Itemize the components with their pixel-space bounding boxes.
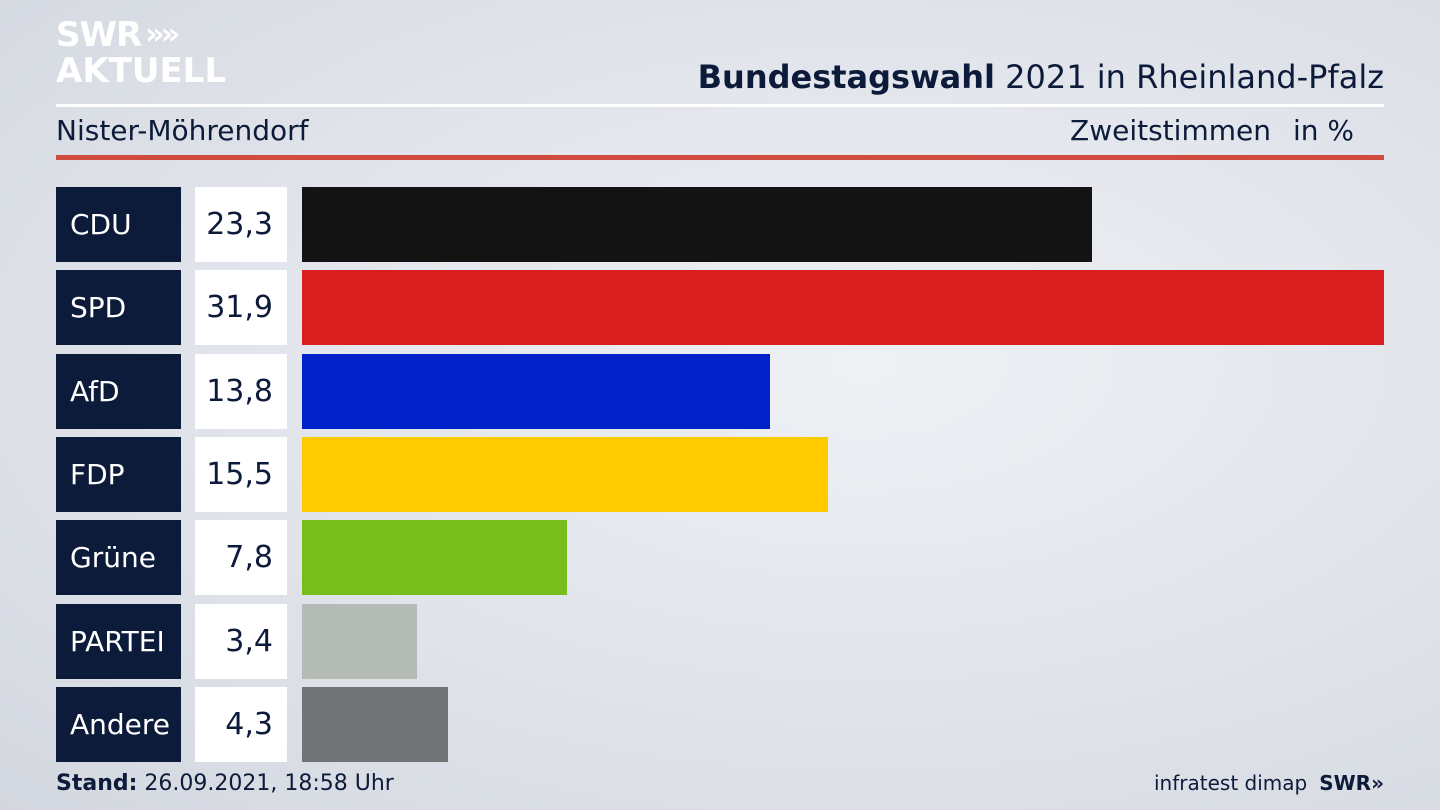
value-label: 3,4: [195, 604, 287, 679]
party-label: FDP: [56, 437, 181, 512]
party-label: AfD: [56, 354, 181, 429]
source-credit: infratest dimap SWR»: [1154, 771, 1384, 795]
region-name: Nister-Möhrendorf: [56, 114, 309, 147]
bar: [302, 270, 1384, 345]
bar: [302, 520, 567, 595]
party-label: Andere: [56, 687, 181, 762]
stand-value: 26.09.2021, 18:58 Uhr: [144, 771, 394, 796]
value-label: 23,3: [195, 187, 287, 262]
logo-chevron-icon-2: »: [160, 17, 181, 52]
accent-divider: [56, 155, 1384, 160]
logo-chevron-icon: »: [145, 17, 165, 52]
header-divider: [56, 104, 1384, 107]
timestamp: Stand: 26.09.2021, 18:58 Uhr: [56, 771, 394, 796]
bar: [302, 354, 770, 429]
party-label: PARTEI: [56, 604, 181, 679]
measure-label: Zweitstimmen: [1070, 114, 1271, 147]
bar: [302, 187, 1092, 262]
measure-unit: Zweitstimmen in %: [1070, 114, 1354, 147]
swr-footer-logo: SWR»: [1319, 771, 1384, 795]
unit-label: in %: [1292, 114, 1354, 147]
logo-aktuell-text: AKTUELL: [56, 51, 227, 91]
value-label: 7,8: [195, 520, 287, 595]
party-label: CDU: [56, 187, 181, 262]
stand-label: Stand:: [56, 771, 138, 796]
value-label: 15,5: [195, 437, 287, 512]
title-rest: 2021 in Rheinland-Pfalz: [1005, 58, 1384, 96]
party-label: SPD: [56, 270, 181, 345]
value-label: 13,8: [195, 354, 287, 429]
party-label: Grüne: [56, 520, 181, 595]
page-title: Bundestagswahl 2021 in Rheinland-Pfalz: [698, 58, 1384, 96]
title-bold: Bundestagswahl: [697, 58, 995, 96]
logo-swr-text: SWR: [56, 15, 142, 55]
bar: [302, 437, 828, 512]
swr-aktuell-logo: SWR»» AKTUELL: [56, 18, 226, 88]
bar: [302, 604, 417, 679]
value-label: 31,9: [195, 270, 287, 345]
bar: [302, 687, 448, 762]
value-label: 4,3: [195, 687, 287, 762]
source-label: infratest dimap: [1154, 771, 1308, 795]
